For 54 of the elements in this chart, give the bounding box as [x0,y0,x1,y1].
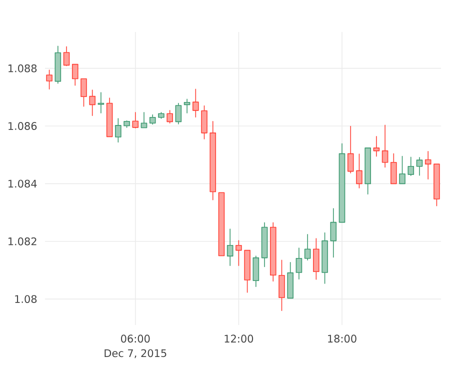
candlestick [72,64,78,86]
candlestick [115,118,122,143]
candlestick [140,112,148,128]
candlestick [124,120,130,128]
candlestick [192,88,199,118]
y-tick-label: 1.088 [8,64,37,72]
candlestick [218,192,225,256]
candlestick [322,232,328,284]
candlestick [244,250,250,293]
candlestick [210,121,216,200]
candlestick [261,222,268,268]
candlestick [287,262,294,299]
candlestick [373,136,380,157]
candlestick [416,157,423,176]
y-tick-label: 1.084 [8,180,37,188]
candlestick [296,248,302,280]
candlestick [382,124,388,168]
candlestick [98,92,104,114]
x-tick-label: 06:00 [121,334,150,343]
candlestick [270,222,276,282]
candlestick [424,150,432,180]
candlestick [132,112,139,128]
candlestick [313,238,320,280]
y-tick-label: 1.08 [15,295,37,303]
candlestick [158,112,164,119]
candlestick [338,143,346,223]
candlestick [408,156,414,176]
candlestick [226,228,234,266]
candlestick [80,78,87,107]
x-axis-title: Dec 7, 2015 [104,349,166,358]
candlestick [175,102,182,124]
candlestick [201,105,208,140]
y-tick-label: 1.082 [8,237,36,246]
x-tick-label: 18:00 [328,334,356,343]
candlestick [364,148,371,194]
candlestick [46,70,52,90]
candlestick [356,154,362,188]
y-tick-label: 1.086 [8,122,37,130]
candlestick [399,156,406,184]
candlestick [330,208,337,258]
x-tick-label: 12:00 [224,334,254,343]
candlestick [278,260,285,311]
candlestick [89,90,96,116]
candlestick [106,98,113,138]
candlestick [63,46,70,66]
candlestick [434,164,440,206]
candlestick [390,153,397,184]
candlestick [184,98,190,114]
candlestick [252,256,260,288]
candlestick [166,110,173,124]
candlestick [304,234,311,261]
candlestick [347,126,354,174]
candlestick [149,114,156,125]
candlestick [54,46,62,84]
